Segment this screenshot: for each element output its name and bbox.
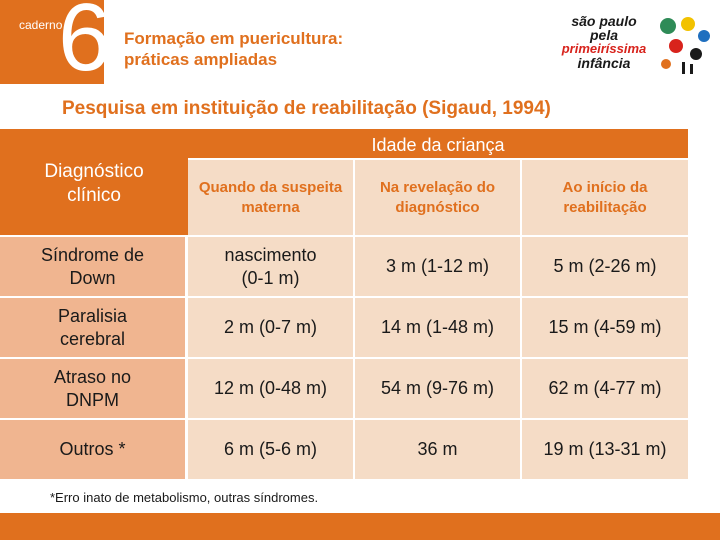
logo-line2: pela <box>589 27 618 43</box>
header-title-line1: Formação em puericultura: <box>124 29 344 48</box>
chapter-word: caderno <box>19 18 63 32</box>
slide-subtitle: Pesquisa em instituição de reabilitação … <box>62 98 551 119</box>
table-cell: 54 m (9-76 m) <box>355 359 520 418</box>
header-title-line2: práticas ampliadas <box>124 50 278 69</box>
table-cell: 3 m (1-12 m) <box>355 237 520 296</box>
logo-line1: são paulo <box>571 13 637 29</box>
row-label: Paralisia cerebral <box>0 298 185 357</box>
chapter-badge: caderno 6 <box>0 0 104 84</box>
program-logo: são paulo pela primeiríssima infância <box>544 14 714 76</box>
table-cell: 12 m (0-48 m) <box>188 359 353 418</box>
header-title: Formação em puericultura: práticas ampli… <box>124 28 343 70</box>
logo-dots-icon <box>660 17 710 74</box>
table-cell: nascimento (0-1 m) <box>188 237 353 296</box>
table-cell: 2 m (0-7 m) <box>188 298 353 357</box>
corner-header-diagnostico: Diagnóstico clínico <box>0 133 188 235</box>
logo-dot <box>690 48 702 60</box>
logo-stroke <box>690 64 693 74</box>
logo-line4: infância <box>577 55 631 71</box>
chapter-number: 6 <box>58 0 104 84</box>
logo-text: são paulo pela primeiríssima infância <box>550 14 658 70</box>
table-cell: 36 m <box>355 420 520 479</box>
table-cell: 6 m (5-6 m) <box>188 420 353 479</box>
column-header: Ao início da reabilitação <box>522 160 688 235</box>
footnote: *Erro inato de metabolismo, outras síndr… <box>50 490 319 505</box>
logo-dot <box>661 59 671 69</box>
logo-dot <box>660 18 676 34</box>
column-header: Quando da suspeita materna <box>188 160 353 235</box>
table-cell: 15 m (4-59 m) <box>522 298 688 357</box>
column-header: Na revelação do diagnóstico <box>355 160 520 235</box>
logo-stroke <box>682 62 685 74</box>
row-label: Outros * <box>0 420 185 479</box>
table-cell: 14 m (1-48 m) <box>355 298 520 357</box>
logo-dot <box>681 17 695 31</box>
table-cell: 62 m (4-77 m) <box>522 359 688 418</box>
bottom-bar <box>0 513 720 540</box>
table-cell: 5 m (2-26 m) <box>522 237 688 296</box>
row-label: Atraso no DNPM <box>0 359 185 418</box>
table-top-band <box>0 129 688 133</box>
logo-line3: primeiríssima <box>561 41 647 56</box>
table-cell: 19 m (13-31 m) <box>522 420 688 479</box>
row-label: Síndrome de Down <box>0 237 185 296</box>
group-header-idade: Idade da criança <box>188 133 688 160</box>
logo-dot <box>698 30 710 42</box>
logo-dot <box>669 39 683 53</box>
